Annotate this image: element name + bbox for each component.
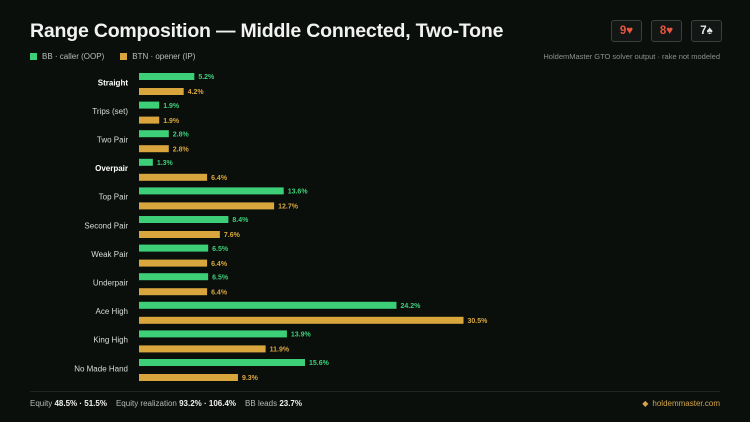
category-label: No Made Hand — [74, 364, 128, 373]
value-label: 1.9% — [163, 118, 180, 125]
source-note: HoldemMaster GTO solver output · rake no… — [543, 52, 720, 61]
legend-swatch-btn — [120, 53, 128, 60]
category-label: Overpair — [95, 164, 128, 173]
bar-bb — [139, 301, 397, 309]
value-label: 13.9% — [291, 332, 312, 339]
diamond-icon: ◆ — [642, 399, 649, 408]
leads-value: 23.7% — [279, 399, 302, 408]
value-label: 6.4% — [211, 261, 228, 268]
category-label: Underpair — [93, 279, 128, 288]
value-label: 6.5% — [212, 274, 229, 281]
bar-bb — [139, 73, 195, 80]
bar-btn — [139, 145, 169, 153]
bar-bb — [139, 359, 305, 366]
bar-btn — [139, 116, 160, 124]
equity-label: Equity — [30, 399, 53, 408]
category-label: Ace High — [96, 307, 128, 316]
bar-btn — [139, 173, 208, 181]
bar-bb — [139, 273, 209, 281]
board-card: 8 ♥ — [651, 20, 682, 42]
footer-divider — [30, 391, 720, 392]
legend-swatch-bb — [30, 53, 37, 60]
bar-btn — [139, 259, 208, 267]
category-label: Weak Pair — [91, 250, 128, 259]
bar-btn — [139, 316, 464, 324]
heart-suit-icon: ♥ — [666, 25, 674, 37]
board-card: 9 ♥ — [611, 20, 642, 42]
card-rank: 7 — [700, 25, 707, 37]
realization-stat: Equity realization 93.2% · 106.4% — [116, 399, 236, 408]
value-label: 13.6% — [288, 189, 309, 196]
category-label: King High — [93, 336, 128, 345]
brand-link[interactable]: ◆ holdemmaster.com — [642, 399, 720, 408]
value-label: 5.2% — [198, 74, 215, 81]
board-cards: 9 ♥ 8 ♥ 7 ♠ — [611, 20, 722, 42]
heart-suit-icon: ♥ — [626, 25, 634, 37]
bar-bb — [139, 216, 229, 223]
value-label: 8.4% — [232, 217, 249, 224]
spade-suit-icon: ♠ — [706, 25, 713, 37]
value-label: 1.9% — [163, 103, 180, 110]
legend-item-btn: BTN · opener (IP) — [120, 52, 195, 61]
realization-label: Equity realization — [115, 399, 177, 408]
value-label: 7.6% — [224, 232, 241, 239]
value-label: 2.8% — [173, 131, 190, 138]
category-label: Two Pair — [97, 136, 128, 145]
value-label: 30.5% — [468, 318, 489, 325]
leads-stat: BB leads 23.7% — [245, 399, 302, 408]
value-label: 2.8% — [173, 146, 190, 153]
category-label: Straight — [98, 78, 129, 87]
equity-value: 48.5% · 51.5% — [54, 399, 107, 408]
bar-bb — [139, 244, 209, 252]
bar-btn — [139, 88, 184, 95]
chart-legend: BB · caller (OOP) BTN · opener (IP) — [30, 52, 195, 61]
value-label: 12.7% — [278, 204, 299, 211]
value-label: 6.5% — [212, 246, 229, 253]
bar-btn — [139, 231, 220, 238]
card-rank: 8 — [659, 25, 667, 37]
bar-btn — [139, 345, 266, 353]
value-label: 6.4% — [211, 289, 228, 296]
chart-title: Range Composition — Middle Connected, Tw… — [30, 20, 504, 42]
category-label: Second Pair — [84, 221, 128, 230]
category-label: Trips (set) — [92, 107, 128, 116]
value-label: 9.3% — [242, 375, 259, 382]
value-label: 15.6% — [309, 360, 330, 367]
legend-item-bb: BB · caller (OOP) — [30, 52, 104, 61]
value-label: 6.4% — [211, 175, 228, 182]
value-label: 11.9% — [270, 347, 290, 354]
bar-bb — [139, 101, 160, 109]
footer-stats: Equity 48.5% · 51.5% Equity realization … — [30, 399, 302, 408]
bar-btn — [139, 288, 208, 296]
value-label: 4.2% — [188, 89, 205, 96]
bar-bb — [139, 330, 287, 338]
leads-label: BB leads — [245, 399, 278, 408]
bar-bb — [139, 158, 153, 166]
bar-btn — [139, 202, 275, 210]
bar-btn — [139, 374, 238, 381]
equity-stat: Equity 48.5% · 51.5% — [30, 399, 107, 408]
board-card: 7 ♠ — [691, 20, 722, 42]
legend-label-bb: BB · caller (OOP) — [42, 52, 105, 61]
category-label: Top Pair — [99, 193, 129, 202]
bar-bb — [139, 130, 169, 138]
bar-bb — [139, 187, 284, 195]
card-rank: 9 — [619, 25, 627, 37]
legend-label-btn: BTN · opener (IP) — [132, 52, 196, 61]
value-label: 24.2% — [400, 303, 421, 310]
brand-label: holdemmaster.com — [652, 399, 720, 408]
value-label: 1.3% — [157, 160, 174, 167]
realization-value: 93.2% · 106.4% — [179, 399, 237, 408]
